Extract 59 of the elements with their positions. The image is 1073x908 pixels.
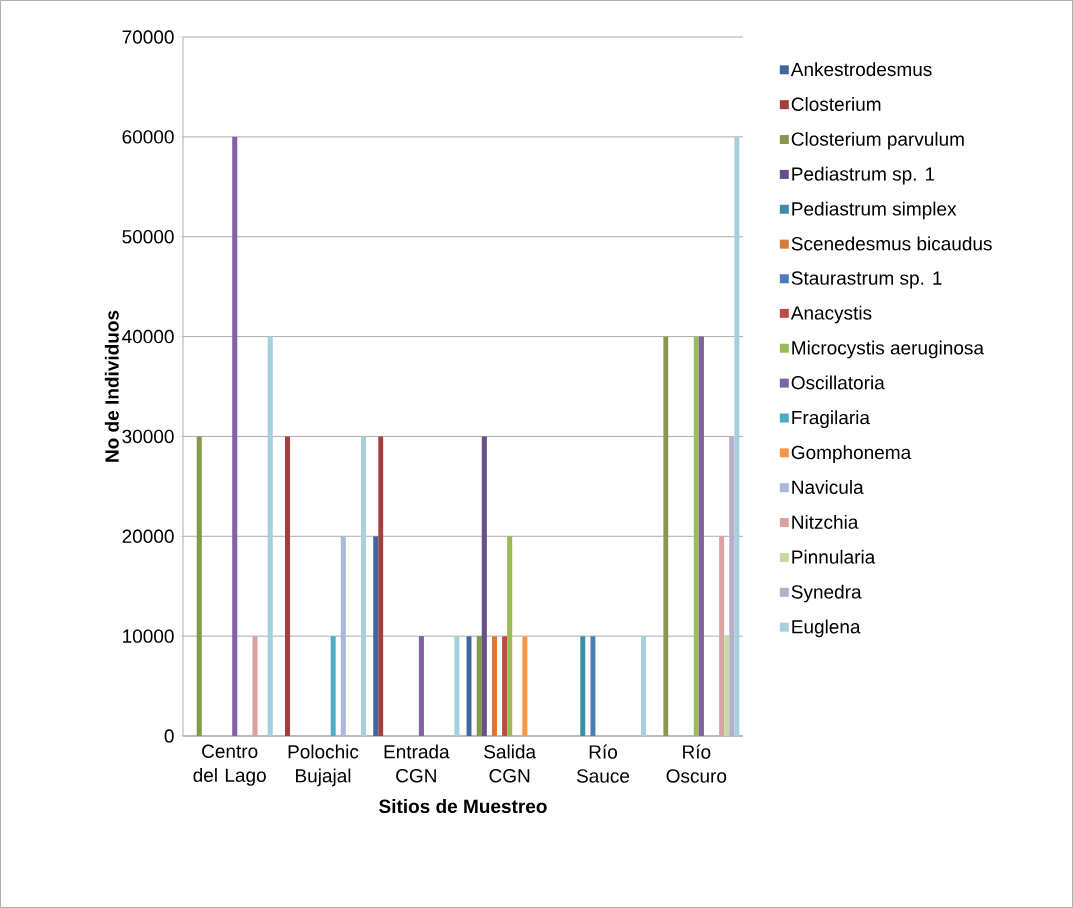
legend-label: Fragilaria (792, 410, 870, 429)
bar (481, 436, 487, 736)
x-axis-title: Sitios de Muestreo (379, 799, 547, 814)
bar (507, 536, 513, 736)
bar (719, 536, 725, 736)
legend-label: Euglena (792, 619, 861, 638)
bar (330, 636, 336, 736)
legend-label: Ankestrodesmus (790, 62, 932, 77)
legend-label: Staurastrum sp. 1 (791, 271, 942, 289)
y-tick-label: 20000 (122, 529, 174, 544)
bar (361, 436, 367, 736)
bar (734, 136, 740, 736)
bar (340, 536, 346, 736)
y-tick-label: 60000 (122, 130, 174, 144)
bar (284, 436, 291, 736)
bar (373, 536, 379, 736)
bar (378, 436, 384, 736)
x-tick-label: Polochic Bujajal (288, 744, 359, 787)
x-tick-label: Río Oscuro (666, 744, 727, 783)
bar (641, 636, 647, 736)
legend-label: Closterium (791, 97, 881, 111)
legend-label: Pediastrum simplex (792, 201, 957, 220)
legend-label: Microcystis aeruginosa (792, 340, 984, 359)
bar (454, 636, 460, 736)
y-tick-label: 10000 (123, 629, 174, 643)
legend-label: Synedra (791, 584, 862, 603)
bar (252, 636, 258, 736)
x-tick-label: Salida CGN (484, 744, 537, 783)
legend-label: Scenedesmus bicaudus (791, 236, 992, 251)
legend-label: Nitzchia (792, 514, 859, 529)
bar (418, 636, 424, 736)
bar (698, 336, 704, 736)
legend-label: Pinnularia (792, 549, 876, 564)
x-tick-label: Centro del Lago (193, 744, 266, 786)
y-tick-label: 30000 (122, 429, 174, 444)
bar (267, 336, 273, 736)
bar (502, 636, 508, 736)
legend-label: Pediastrum sp. 1 (792, 166, 935, 185)
legend-label: Anacystis (790, 305, 872, 324)
bar (491, 636, 497, 736)
x-tick-label: Río Sauce (576, 744, 630, 783)
bar (663, 336, 669, 736)
legend-label: Gomphonema (791, 445, 912, 463)
y-axis-title: No de Individuos (104, 310, 119, 462)
y-tick-label: 70000 (122, 30, 174, 44)
legend-label: Oscillatoria (791, 375, 885, 390)
bar (693, 336, 699, 736)
bar (476, 636, 482, 736)
y-tick-label: 0 (164, 729, 174, 743)
y-tick-label: 50000 (122, 229, 174, 244)
legend-label: Navicula (792, 480, 864, 495)
bar (729, 436, 735, 736)
bar (196, 436, 202, 736)
legend-label: Closterium parvulum (791, 131, 964, 150)
x-tick-label: Entrada CGN (384, 744, 450, 783)
bar (232, 136, 238, 736)
bar (724, 636, 730, 736)
y-tick-label: 40000 (122, 329, 174, 344)
bar (522, 636, 528, 736)
